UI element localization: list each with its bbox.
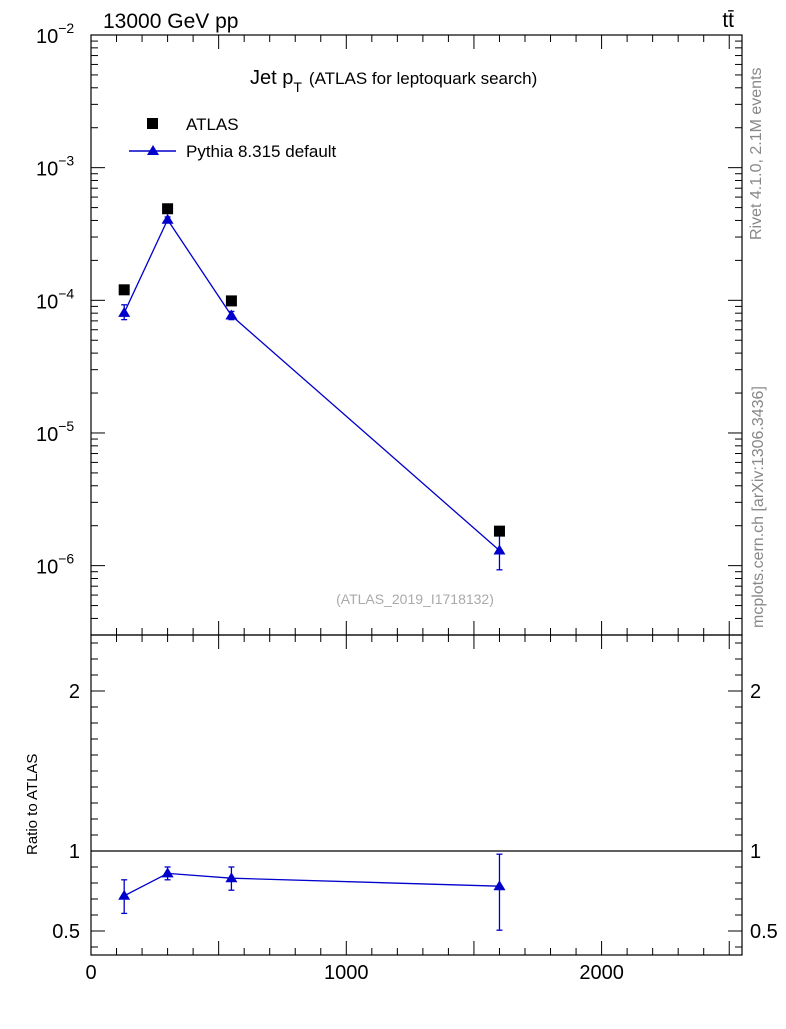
- legend-pythia-label: Pythia 8.315 default: [186, 142, 337, 161]
- analysis-id-label: (ATLAS_2019_I1718132): [336, 591, 494, 607]
- legend-pythia-marker: [147, 145, 159, 155]
- ratio-point: [161, 867, 174, 878]
- ratio-y-tick-label-left: 2: [69, 681, 80, 703]
- pythia-point: [493, 544, 506, 555]
- top-y-tick-labels: 10−2 10−3 10−4 10−5 10−6: [36, 20, 74, 579]
- ratio-y-tick-label-right: 0.5: [750, 921, 778, 943]
- legend-atlas-label: ATLAS: [186, 115, 239, 134]
- ratio-y-axis-label: Ratio to ATLAS: [24, 754, 41, 855]
- chart-title: Jet pT (ATLAS for leptoquark search): [250, 67, 537, 95]
- y-tick-label: 10−2: [36, 20, 74, 48]
- ratio-y-tick-label-right: 2: [750, 681, 761, 703]
- energy-label: 13000 GeV pp: [103, 10, 238, 33]
- top-series-marks: [118, 203, 506, 571]
- ratio-y-tick-label-right: 1: [750, 841, 761, 863]
- ratio-tick-labels: 0.5 0.5 1 1 2 2 0 1000 2000: [52, 681, 778, 984]
- ratio-line: [123, 872, 500, 897]
- ratio-panel-frame: [90, 634, 743, 956]
- ratio-y-tick-label-left: 0.5: [52, 921, 80, 943]
- atlas-point: [225, 295, 237, 307]
- pythia-point: [161, 213, 174, 224]
- pythia-point: [118, 306, 131, 317]
- y-tick-label: 10−6: [36, 551, 74, 579]
- rivet-events-label: Rivet 4.1.0, 2.1M events: [748, 67, 765, 240]
- mcplots-reference-label: mcplots.cern.ch [arXiv:1306.3436]: [750, 386, 767, 628]
- y-tick-label: 10−5: [36, 418, 74, 446]
- ratio-point: [118, 889, 131, 900]
- pythia-point: [225, 309, 238, 320]
- atlas-point: [493, 525, 505, 537]
- y-tick-label: 10−3: [36, 153, 74, 181]
- atlas-point: [162, 203, 174, 215]
- x-tick-label: 0: [85, 962, 96, 984]
- pythia-line: [123, 218, 500, 552]
- ratio-point: [493, 880, 506, 891]
- ratio-point: [225, 872, 238, 883]
- ratio-axis-ticks: [90, 635, 742, 955]
- x-tick-label: 1000: [324, 962, 369, 984]
- x-tick-label: 2000: [579, 962, 624, 984]
- process-label: tt̄: [722, 9, 734, 32]
- ratio-y-tick-label-left: 1: [69, 841, 80, 863]
- top-axis-ticks: [90, 34, 742, 636]
- atlas-point: [118, 284, 130, 296]
- y-tick-label: 10−4: [36, 285, 74, 313]
- legend-atlas-marker: [147, 118, 158, 129]
- ratio-series-marks: [118, 853, 506, 931]
